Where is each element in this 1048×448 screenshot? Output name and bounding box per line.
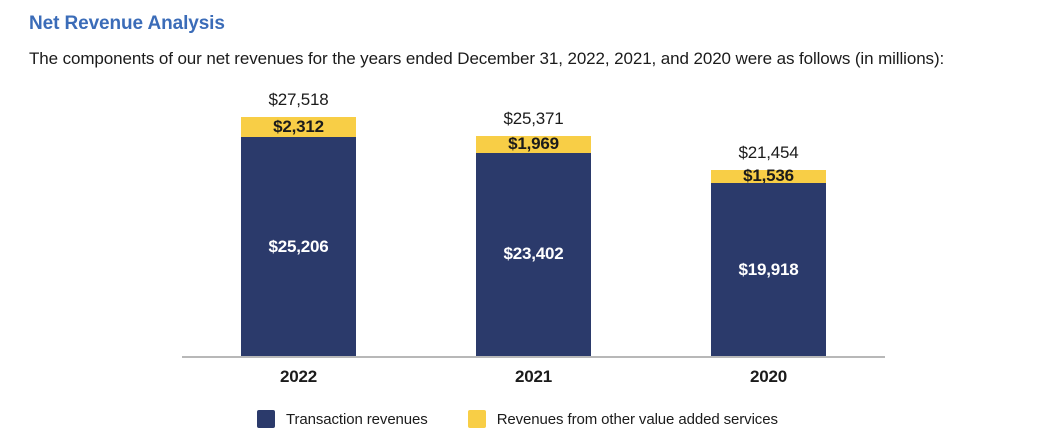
bar-2020-transaction-segment: $19,918	[711, 183, 826, 356]
legend-label-transaction-revenues: Transaction revenues	[286, 410, 428, 428]
bar-2022-transaction-segment: $25,206	[241, 137, 356, 356]
total-label-2021: $25,371	[503, 108, 564, 128]
bar-2021-transaction-value: $23,402	[503, 244, 564, 264]
page-subtitle: The components of our net revenues for t…	[29, 49, 945, 68]
legend-label-other-services: Revenues from other value added services	[496, 410, 778, 428]
bar-2021: $1,969 $23,402	[476, 134, 591, 356]
bar-group-2021: $25,371 $1,969 $23,402	[476, 109, 591, 356]
other-services-swatch-icon	[467, 410, 486, 428]
bar-2022-other-services-value: $2,312	[273, 117, 324, 137]
legend-item-other-services: Revenues from other value added services	[467, 410, 778, 428]
total-label-2022: $27,518	[268, 90, 329, 110]
bar-2020: $1,536 $19,918	[711, 166, 826, 356]
bar-2021-transaction-segment: $23,402	[476, 152, 591, 356]
bar-2022-other-services-segment: $2,312	[241, 117, 356, 138]
page-title: Net Revenue Analysis	[29, 13, 225, 34]
x-label-2020: 2020	[749, 367, 788, 386]
bar-2021-other-services-segment: $1,969	[476, 134, 591, 154]
total-label-2020: $21,454	[738, 142, 799, 162]
stacked-bar-chart: $27,518 $2,312 $25,206 $25,371 $1,969 $2…	[182, 86, 885, 358]
legend: Transaction revenues Revenues from other…	[257, 410, 778, 428]
x-label-2022: 2022	[279, 367, 318, 386]
bar-2021-other-services-value: $1,969	[508, 134, 559, 154]
bar-group-2020: $21,454 $1,536 $19,918	[711, 143, 826, 356]
transaction-revenues-swatch-icon	[257, 410, 275, 428]
bar-2020-other-services-segment: $1,536	[711, 166, 826, 185]
bar-2020-other-services-value: $1,536	[743, 166, 794, 186]
legend-item-transaction-revenues: Transaction revenues	[257, 410, 428, 428]
bar-2022-transaction-value: $25,206	[268, 236, 329, 256]
bar-2022: $2,312 $25,206	[241, 117, 356, 356]
x-axis-line	[182, 356, 885, 358]
bar-2020-transaction-value: $19,918	[738, 259, 799, 279]
x-axis-labels: 2022 2021 2020	[182, 367, 885, 387]
x-label-2021: 2021	[514, 367, 553, 386]
bar-group-2022: $27,518 $2,312 $25,206	[241, 90, 356, 356]
